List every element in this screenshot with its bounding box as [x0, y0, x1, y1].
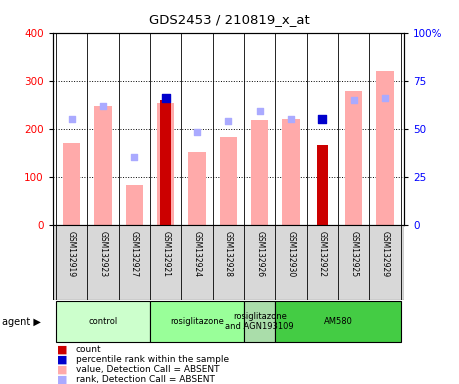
Point	[99, 103, 106, 109]
Text: agent ▶: agent ▶	[2, 316, 41, 327]
Point	[319, 116, 326, 122]
Bar	[56, 301, 150, 342]
Point	[287, 116, 295, 122]
Bar	[126, 185, 143, 225]
Text: rank, Detection Call = ABSENT: rank, Detection Call = ABSENT	[76, 375, 215, 384]
Text: percentile rank within the sample: percentile rank within the sample	[76, 355, 229, 364]
Point	[162, 95, 169, 101]
Text: GSM132930: GSM132930	[286, 231, 296, 277]
Text: GSM132922: GSM132922	[318, 231, 327, 276]
Bar	[244, 301, 275, 342]
Text: count: count	[76, 345, 101, 354]
Text: GSM132929: GSM132929	[381, 231, 390, 277]
Text: GSM132925: GSM132925	[349, 231, 358, 277]
Point	[350, 97, 358, 103]
Bar	[275, 301, 401, 342]
Bar	[188, 152, 206, 225]
Bar	[63, 143, 80, 225]
Text: ■: ■	[57, 364, 68, 374]
Text: GSM132919: GSM132919	[67, 231, 76, 277]
Bar	[95, 106, 112, 225]
Text: rosiglitazone
and AGN193109: rosiglitazone and AGN193109	[225, 312, 294, 331]
Point	[256, 108, 263, 114]
Text: control: control	[88, 317, 118, 326]
Bar	[345, 91, 362, 225]
Bar	[282, 119, 300, 225]
Point	[193, 129, 201, 136]
Text: GSM132928: GSM132928	[224, 231, 233, 276]
Bar	[317, 146, 328, 225]
Text: GSM132924: GSM132924	[192, 231, 202, 277]
Point	[131, 154, 138, 161]
Text: GSM132926: GSM132926	[255, 231, 264, 277]
Bar	[157, 103, 174, 225]
Text: GSM132923: GSM132923	[98, 231, 107, 277]
Text: value, Detection Call = ABSENT: value, Detection Call = ABSENT	[76, 365, 219, 374]
Text: GSM132927: GSM132927	[130, 231, 139, 277]
Text: GSM132921: GSM132921	[161, 231, 170, 276]
Text: ■: ■	[57, 374, 68, 384]
Bar	[376, 71, 394, 225]
Text: ■: ■	[57, 354, 68, 364]
Point	[68, 116, 75, 122]
Point	[225, 118, 232, 124]
Text: rosiglitazone: rosiglitazone	[170, 317, 224, 326]
Bar	[160, 100, 171, 225]
Text: ■: ■	[57, 344, 68, 354]
Point	[381, 95, 389, 101]
Text: GDS2453 / 210819_x_at: GDS2453 / 210819_x_at	[149, 13, 310, 26]
Text: AM580: AM580	[324, 317, 353, 326]
Bar	[150, 301, 244, 342]
Bar	[220, 137, 237, 225]
Bar	[251, 120, 269, 225]
Bar	[53, 225, 404, 300]
